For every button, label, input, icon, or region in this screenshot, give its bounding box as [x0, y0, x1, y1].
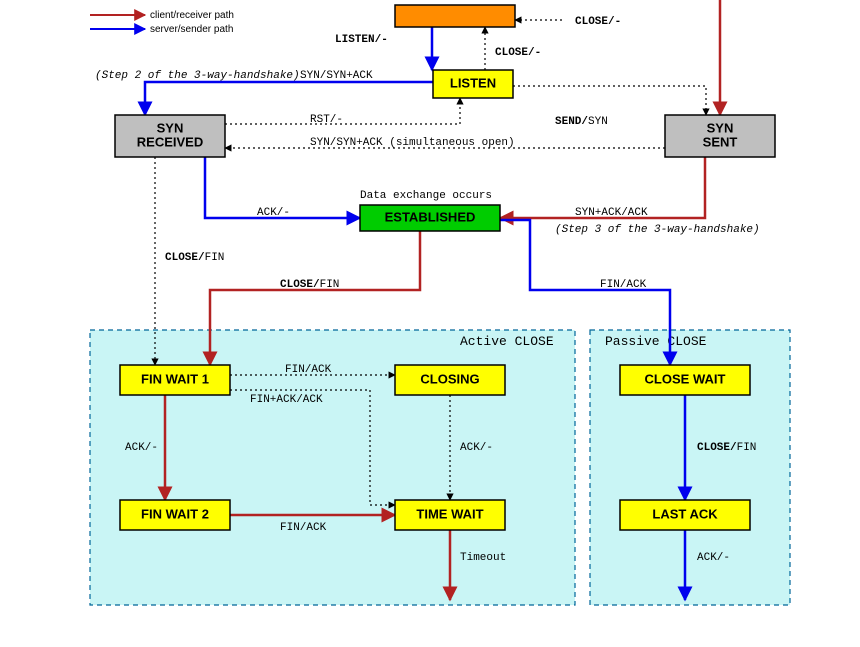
state-fin_wait_1: FIN WAIT 1	[120, 365, 230, 395]
tcp-state-diagram: Active CLOSEPassive CLOSELISTENSYNRECEIV…	[0, 0, 860, 647]
state-last_ack: LAST ACK	[620, 500, 750, 530]
edge-label-synrcv-listen-rst: RST/-	[310, 114, 343, 126]
active_close-label: Active CLOSE	[460, 334, 554, 349]
edge-label-synrcv-finwait1: CLOSE/FIN	[165, 252, 224, 264]
edge-label-closing-timewait: ACK/-	[460, 442, 493, 454]
edge-label-finwait1-finwait2: ACK/-	[125, 442, 158, 454]
edge-label-step3-note: (Step 3 of the 3-way-handshake)	[555, 224, 760, 236]
edge-label-synrcv-established: ACK/-	[257, 207, 290, 219]
edge-label-established-finwait1: CLOSE/FIN	[280, 279, 339, 291]
state-time_wait: TIME WAIT	[395, 500, 505, 530]
state-fin_wait_1-label-0: FIN WAIT 1	[141, 371, 209, 386]
edge-label-finwait1-closing: FIN/ACK	[285, 364, 332, 376]
edge-label-established-closewait: FIN/ACK	[600, 279, 647, 291]
state-listen-label-0: LISTEN	[450, 75, 496, 90]
state-time_wait-label-0: TIME WAIT	[416, 506, 483, 521]
state-syn_received-label-1: RECEIVED	[137, 134, 203, 149]
state-close_wait-label-0: CLOSE WAIT	[645, 371, 726, 386]
state-listen: LISTEN	[433, 70, 513, 98]
state-established-label-0: ESTABLISHED	[385, 209, 476, 224]
state-close_wait: CLOSE WAIT	[620, 365, 750, 395]
edge-label-finwait2-timewait: FIN/ACK	[280, 522, 327, 534]
edge-listen-synrcv	[145, 82, 433, 115]
legend-client-text: client/receiver path	[150, 10, 234, 21]
edge-label-closewait-lastack: CLOSE/FIN	[697, 442, 756, 454]
edge-label-synsent-synrcv: SYN/SYN+ACK (simultaneous open)	[310, 137, 515, 149]
edge-label-top-close: CLOSE/-	[575, 16, 621, 28]
edge-label-synsent-established: SYN+ACK/ACK	[575, 207, 648, 219]
edge-label-data-exchange-note: Data exchange occurs	[360, 190, 492, 202]
legend-server-text: server/sender path	[150, 24, 233, 35]
edge-listen-synsent	[513, 86, 706, 115]
state-fin_wait_2: FIN WAIT 2	[120, 500, 230, 530]
edge-label-closed-listen: LISTEN/-	[335, 34, 388, 46]
state-syn_received-label-0: SYN	[157, 120, 184, 135]
state-closed_top	[395, 5, 515, 27]
state-closing-label-0: CLOSING	[420, 371, 479, 386]
edge-label-finwait1-timewait: FIN+ACK/ACK	[250, 394, 323, 406]
edge-label-listen-synrcv: SYN/SYN+ACK	[300, 70, 373, 82]
state-syn_received: SYNRECEIVED	[115, 115, 225, 157]
state-syn_sent-label-1: SENT	[703, 134, 738, 149]
state-fin_wait_2-label-0: FIN WAIT 2	[141, 506, 209, 521]
edge-label-step2-note: (Step 2 of the 3-way-handshake)	[95, 70, 300, 82]
passive_close-label: Passive CLOSE	[605, 334, 707, 349]
state-closing: CLOSING	[395, 365, 505, 395]
state-syn_sent-label-0: SYN	[707, 120, 734, 135]
edge-label-listen-synsent: SEND/SYN	[555, 116, 608, 128]
edge-label-lastack-down: ACK/-	[697, 552, 730, 564]
state-syn_sent: SYNSENT	[665, 115, 775, 157]
state-last_ack-label-0: LAST ACK	[652, 506, 718, 521]
edge-label-listen-closed: CLOSE/-	[495, 47, 541, 59]
edge-label-timewait-down: Timeout	[460, 552, 506, 564]
state-established: ESTABLISHED	[360, 205, 500, 231]
